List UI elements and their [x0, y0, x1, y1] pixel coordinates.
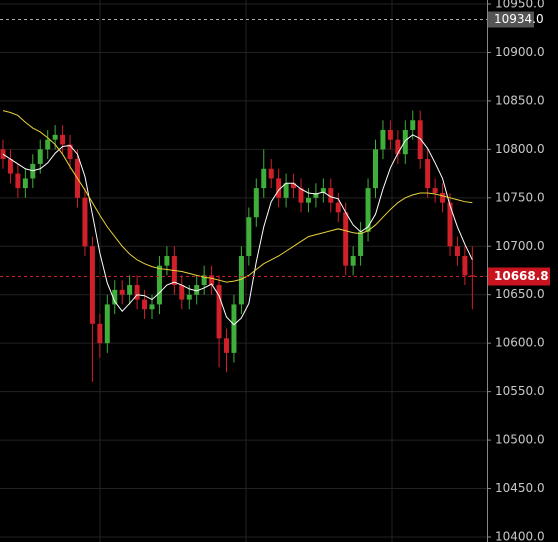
- candle-body: [387, 129, 393, 140]
- candle-body: [224, 338, 229, 353]
- candle-body: [209, 275, 215, 286]
- candle-body: [425, 159, 431, 189]
- candle-body: [462, 255, 468, 276]
- candle-body: [261, 168, 267, 189]
- candle-body: [350, 255, 356, 266]
- candle-body: [365, 188, 371, 232]
- candle-body: [402, 129, 408, 155]
- candle-body: [335, 202, 341, 213]
- y-tick-label: 10450.0: [495, 481, 545, 495]
- candle-body: [358, 231, 364, 256]
- moving-average: [2, 110, 473, 283]
- y-tick-label: 10750.0: [495, 190, 545, 204]
- candle-body: [194, 285, 200, 295]
- candle-body: [395, 139, 401, 155]
- candle-body: [97, 323, 103, 344]
- candle-body: [313, 192, 319, 198]
- last-price-label: 10668.8: [494, 269, 549, 283]
- candle-body: [305, 197, 311, 203]
- candle-body: [253, 188, 259, 218]
- candle-body: [216, 285, 222, 339]
- candle-body: [22, 178, 28, 189]
- candle-body: [328, 188, 334, 203]
- candle-body: [417, 120, 423, 160]
- candle-body: [142, 299, 148, 310]
- candle-body: [15, 173, 21, 189]
- candle-body: [104, 304, 110, 344]
- candle-body: [7, 159, 13, 174]
- candle-body: [119, 289, 125, 295]
- y-tick-label: 10400.0: [495, 530, 545, 542]
- candle-body: [283, 183, 289, 198]
- candle-body: [186, 294, 192, 300]
- candle-body: [82, 197, 88, 247]
- candle-body: [179, 285, 185, 300]
- candle-body: [432, 188, 438, 193]
- candle-body: [156, 265, 162, 305]
- candle-body: [231, 304, 237, 353]
- candle-body: [0, 149, 6, 160]
- candle-body: [127, 285, 133, 295]
- y-tick-label: 10800.0: [495, 142, 545, 156]
- candle-body: [276, 178, 282, 198]
- candle-body: [246, 217, 252, 256]
- y-tick-label: 10500.0: [495, 433, 545, 447]
- moving-average: [2, 134, 473, 326]
- candle-body: [89, 246, 95, 324]
- candle-body: [268, 168, 274, 179]
- candle-body: [447, 202, 453, 247]
- candle-body: [112, 289, 118, 305]
- y-tick-label: 10900.0: [495, 45, 545, 59]
- candle-body: [45, 139, 51, 150]
- candle-body: [37, 149, 43, 164]
- last-price-box: [488, 267, 550, 286]
- candle-body: [201, 275, 207, 286]
- y-tick-label: 10850.0: [495, 93, 545, 107]
- candle-body: [469, 275, 475, 277]
- y-tick-label: 10950.0: [495, 0, 545, 11]
- candle-body: [454, 246, 460, 256]
- y-tick-label: 10650.0: [495, 287, 545, 301]
- candle-body: [440, 192, 446, 203]
- candle-body: [291, 183, 297, 189]
- candle-body: [134, 285, 140, 300]
- candle-body: [298, 188, 304, 203]
- candle-body: [67, 144, 73, 160]
- candle-body: [60, 134, 66, 145]
- y-tick-label: 10550.0: [495, 384, 545, 398]
- candle-body: [373, 149, 378, 189]
- y-tick-label: 10600.0: [495, 336, 545, 350]
- candle-body: [149, 304, 155, 310]
- candle-body: [343, 212, 349, 266]
- y-tick-label: 10700.0: [495, 239, 545, 253]
- candle-body: [52, 134, 58, 140]
- reference-label-box: [488, 11, 534, 28]
- reference-label: 10934.0: [494, 12, 544, 26]
- candle-body: [238, 255, 244, 305]
- candle-body: [164, 255, 170, 266]
- candle-body: [410, 120, 416, 130]
- candle-body: [380, 129, 386, 150]
- candle-body: [320, 188, 326, 193]
